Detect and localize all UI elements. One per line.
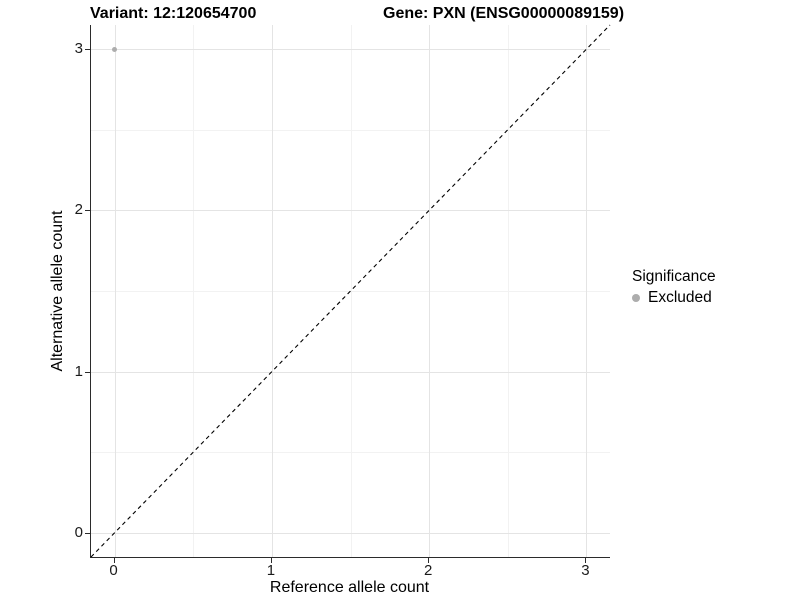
major-gridline-x bbox=[429, 25, 431, 557]
legend-entries: Excluded bbox=[632, 289, 716, 307]
x-tick-label: 3 bbox=[581, 562, 590, 579]
major-gridline-y bbox=[91, 210, 610, 212]
data-point bbox=[112, 46, 118, 52]
plot-title-gene: Gene: PXN (ENSG00000089159) bbox=[383, 5, 625, 22]
y-axis-tick bbox=[85, 210, 90, 212]
y-axis-tick bbox=[85, 532, 90, 534]
x-axis-tick bbox=[113, 558, 115, 563]
legend-entry-label: Excluded bbox=[648, 289, 712, 306]
x-axis-tick bbox=[270, 558, 272, 563]
plot-panel bbox=[90, 24, 611, 558]
identity-dashed-line bbox=[90, 24, 611, 558]
x-tick-label: 0 bbox=[109, 562, 118, 579]
major-gridline-x bbox=[586, 25, 588, 557]
y-axis-tick bbox=[85, 49, 90, 51]
major-gridline-y bbox=[91, 371, 610, 373]
major-gridline-y bbox=[91, 49, 610, 51]
major-gridline-x bbox=[271, 25, 273, 557]
y-tick-label: 0 bbox=[74, 523, 83, 541]
x-tick-label: 1 bbox=[266, 562, 276, 579]
y-axis-tick bbox=[85, 371, 90, 373]
x-axis-tick bbox=[585, 558, 587, 563]
x-tick-label: 2 bbox=[423, 562, 433, 579]
legend-title: Significance bbox=[632, 268, 716, 285]
plot-title-variant: Variant: 12:120654700 bbox=[90, 5, 257, 22]
minor-gridline-y bbox=[91, 129, 610, 131]
legend-entry: Excluded bbox=[632, 289, 716, 307]
y-tick-label: 2 bbox=[74, 201, 83, 219]
legend: Significance Excluded bbox=[632, 268, 716, 307]
minor-gridline-y bbox=[91, 452, 610, 454]
y-axis-title: Alternative allele count bbox=[49, 210, 66, 372]
major-gridline-y bbox=[91, 532, 610, 534]
x-axis-title: Reference allele count bbox=[269, 579, 430, 596]
x-axis-tick bbox=[428, 558, 430, 563]
y-tick-label: 1 bbox=[74, 362, 83, 380]
major-gridline-x bbox=[114, 25, 116, 557]
y-tick-label: 3 bbox=[74, 40, 83, 58]
legend-point-icon bbox=[632, 294, 640, 302]
